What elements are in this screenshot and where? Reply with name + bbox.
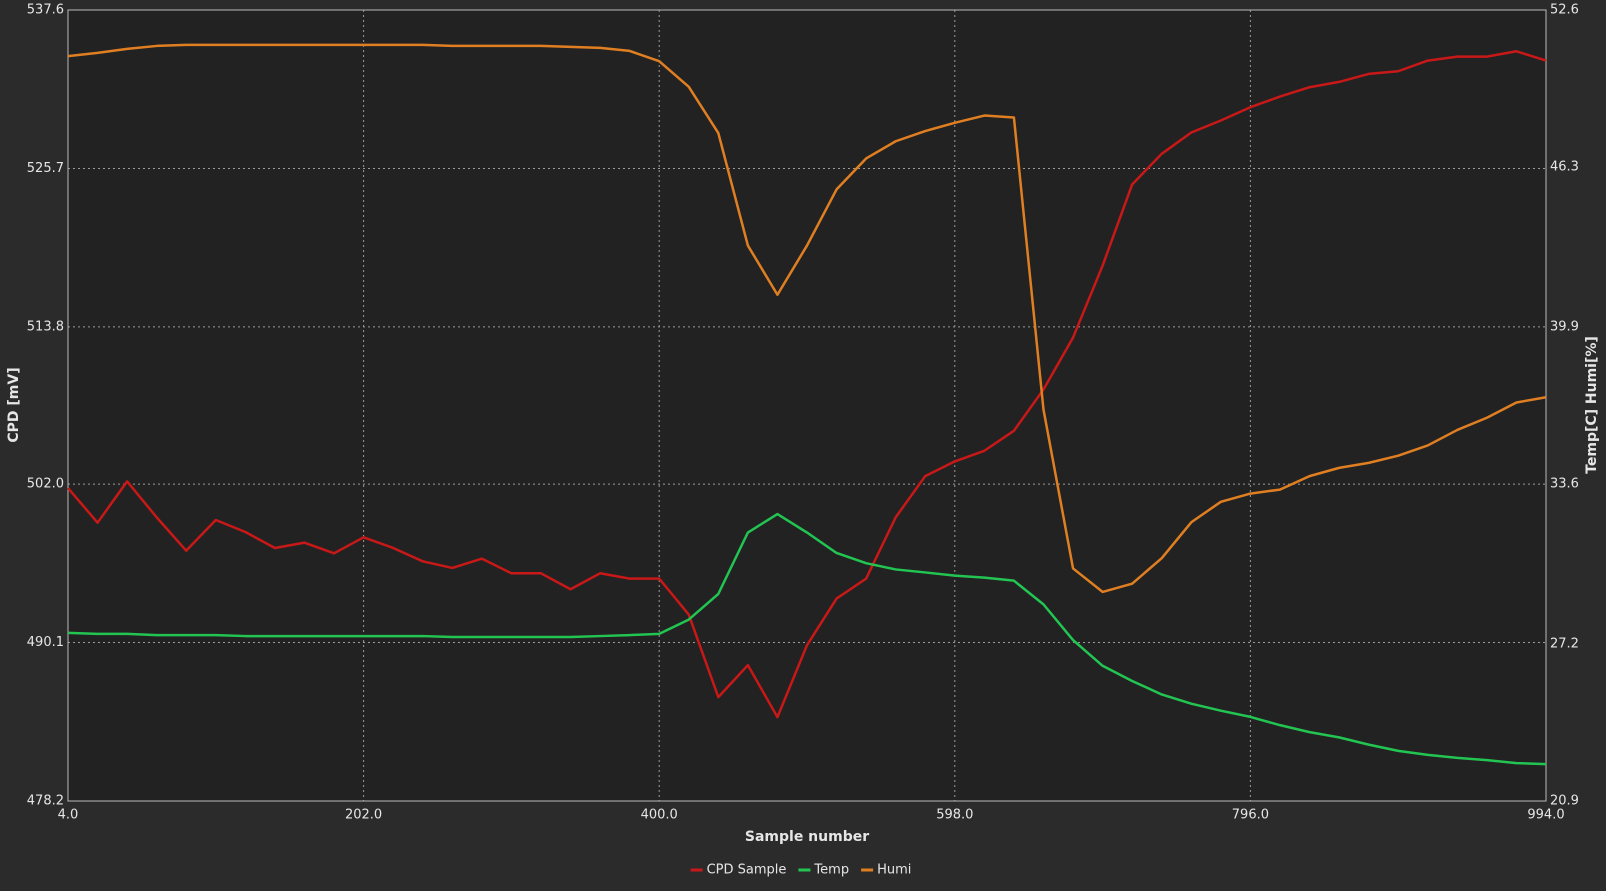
x-tick-label: 796.0 — [1232, 808, 1269, 823]
x-axis-title: Sample number — [745, 829, 869, 845]
x-tick-label: 4.0 — [58, 808, 79, 823]
series-line — [67, 50, 1547, 719]
y-tick-label: 537.6 — [27, 3, 64, 18]
y2-tick-label: 46.3 — [1550, 160, 1579, 175]
y2-tick-label: 20.9 — [1550, 794, 1579, 809]
x-tick-label: 202.0 — [345, 808, 382, 823]
y-tick-label: 502.0 — [27, 477, 64, 492]
y-tick-label: 490.1 — [27, 635, 64, 650]
legend-label: Temp — [813, 863, 849, 878]
y-tick-label: 513.8 — [27, 319, 64, 334]
plot-border — [67, 9, 1547, 802]
plot-area — [68, 10, 1546, 801]
y2-tick-label: 52.6 — [1550, 3, 1579, 18]
y2-axis-title: Temp[C] Humi[%] — [1584, 336, 1600, 474]
y-tick-label: 478.2 — [27, 794, 64, 809]
y2-tick-label: 33.6 — [1550, 477, 1579, 492]
y-tick-label: 525.7 — [27, 161, 64, 176]
series-line — [67, 512, 1547, 766]
y2-tick-label: 39.9 — [1550, 319, 1579, 334]
x-tick-label: 400.0 — [641, 808, 678, 823]
legend-label: CPD Sample — [707, 863, 787, 878]
x-tick-label: 994.0 — [1527, 808, 1564, 823]
x-tick-label: 598.0 — [936, 808, 973, 823]
y-axis-title: CPD [mV] — [6, 367, 22, 442]
series-line — [67, 43, 1547, 594]
y2-tick-label: 27.2 — [1550, 636, 1579, 651]
legend-label: Humi — [877, 863, 911, 878]
